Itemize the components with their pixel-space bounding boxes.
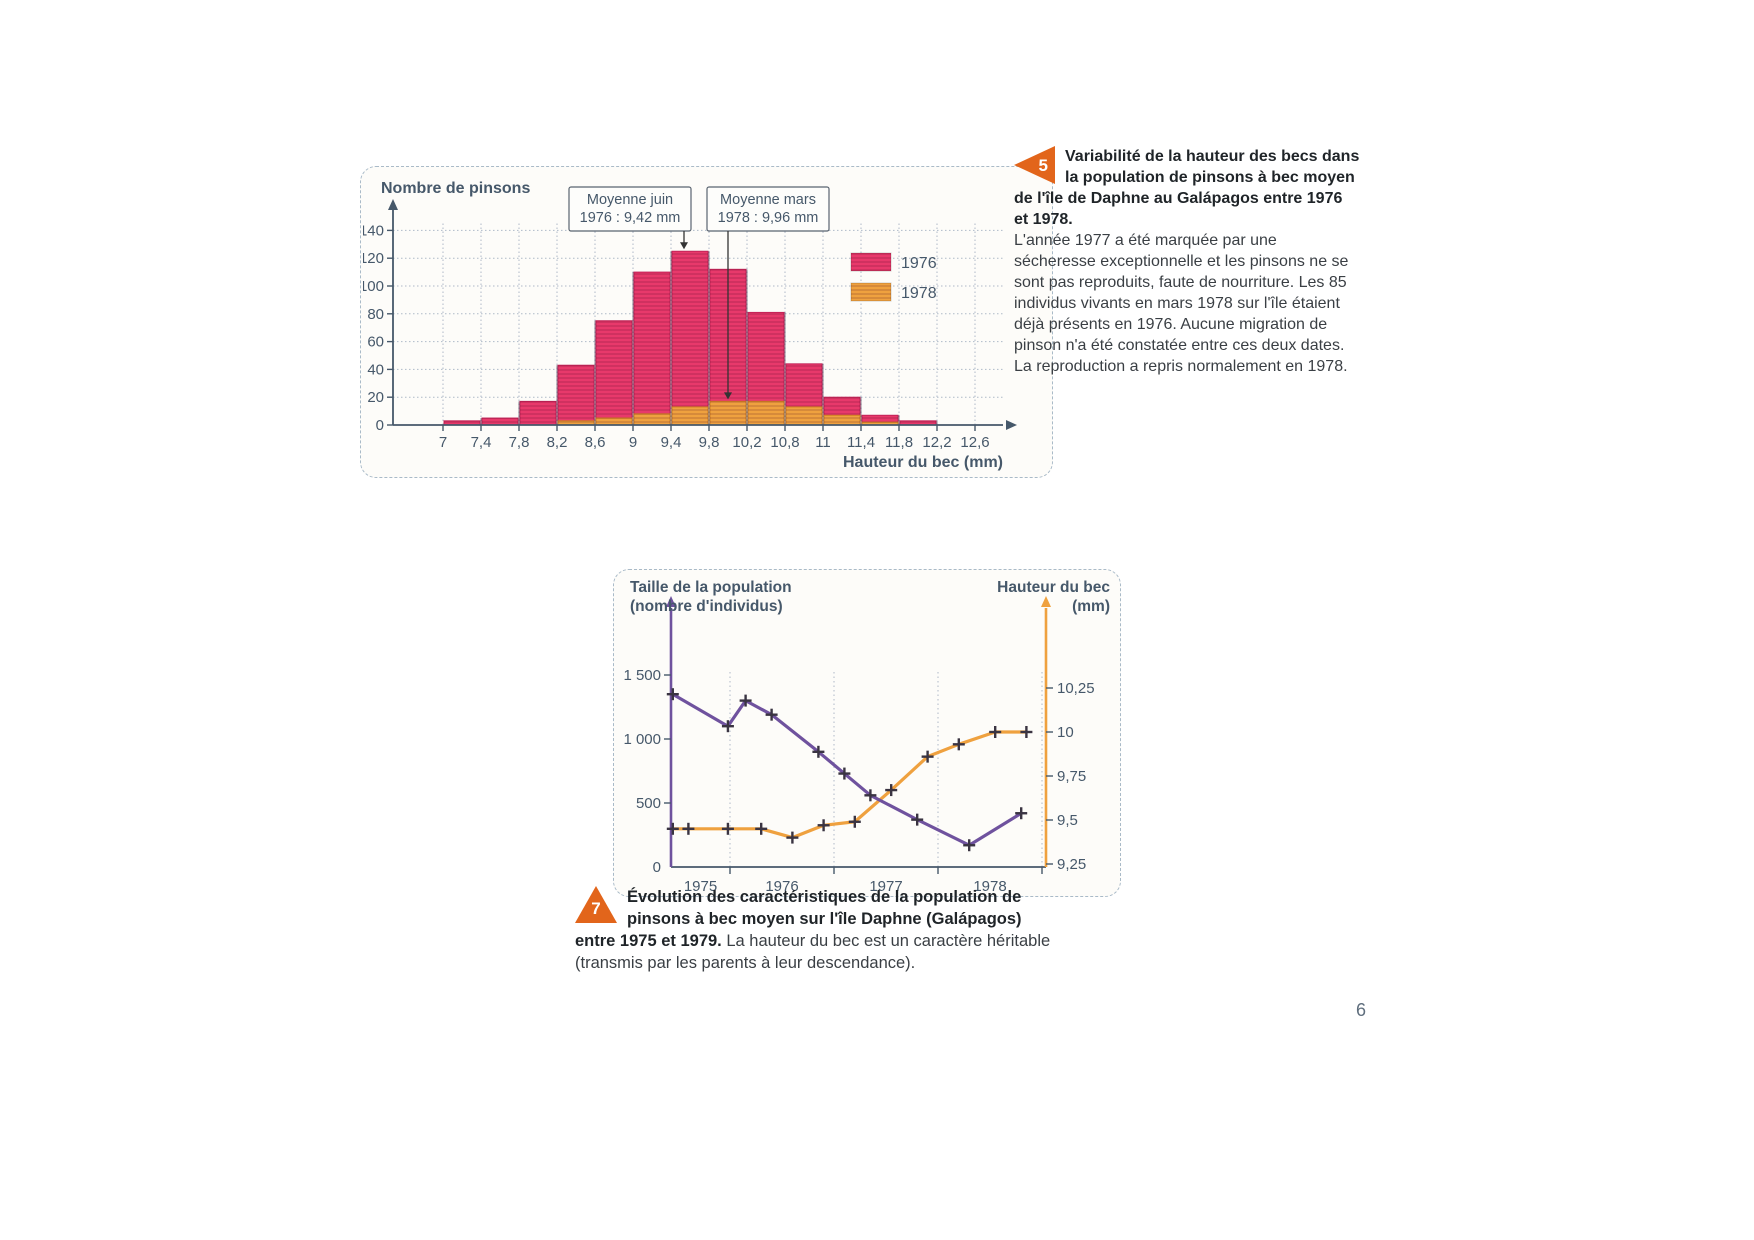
svg-text:(mm): (mm): [1072, 598, 1110, 615]
svg-text:11,8: 11,8: [885, 434, 913, 451]
svg-text:Moyenne juin: Moyenne juin: [587, 192, 673, 208]
svg-text:1978: 1978: [973, 878, 1006, 894]
page-number: 6: [1356, 1000, 1367, 1020]
svg-text:0: 0: [653, 859, 661, 876]
svg-text:9,5: 9,5: [1057, 812, 1078, 829]
figure-7-number: 7: [591, 899, 601, 918]
figure-7-caption: 7 Évolution des caractéristiques de la p…: [575, 886, 1057, 974]
svg-text:9,4: 9,4: [661, 434, 682, 451]
figure-5-title: Variabilité de la hauteur des becs dans …: [1014, 148, 1360, 228]
figure-7-marker-icon: 7: [575, 886, 617, 923]
svg-text:500: 500: [636, 795, 661, 812]
svg-text:9,8: 9,8: [699, 434, 720, 451]
figure-7-body: La hauteur du bec est un caractère hérit…: [575, 932, 1051, 972]
svg-text:1978 : 9,96 mm: 1978 : 9,96 mm: [718, 210, 819, 226]
svg-text:140: 140: [363, 222, 384, 239]
svg-text:12,2: 12,2: [922, 434, 951, 451]
svg-text:100: 100: [363, 278, 384, 295]
svg-text:80: 80: [367, 306, 384, 323]
svg-text:11,4: 11,4: [847, 434, 875, 451]
svg-text:1 500: 1 500: [623, 667, 661, 684]
beak-histogram-svg: 0 20 40 60 80 100 120 140 7 7,4 7,8 8,2 8,6 9 9,4 9,8 10…: [363, 180, 1017, 471]
svg-text:1975: 1975: [684, 878, 717, 894]
svg-text:7,8: 7,8: [509, 434, 530, 451]
svg-text:7,4: 7,4: [471, 434, 492, 451]
svg-text:1 000: 1 000: [623, 731, 661, 748]
svg-text:1978: 1978: [901, 285, 937, 302]
svg-text:9,25: 9,25: [1057, 856, 1086, 873]
figure-5-number: 5: [1038, 155, 1048, 175]
svg-text:8,2: 8,2: [547, 434, 568, 451]
svg-text:9: 9: [629, 434, 637, 451]
figure-7-title: Évolution des caractéristiques de la pop…: [575, 888, 1022, 950]
svg-text:0: 0: [376, 417, 384, 434]
population-line-chart-svg: 1975 1976 1977 1978 0 500 1 000 1 500 9,25 9,5 9,7…: [623, 579, 1110, 894]
svg-text:11: 11: [815, 434, 831, 451]
svg-text:Moyenne mars: Moyenne mars: [720, 192, 816, 208]
svg-text:10,25: 10,25: [1057, 680, 1095, 697]
population-line-chart-panel: 1975 1976 1977 1978 0 500 1 000 1 500 9,25 9,5 9,7…: [613, 569, 1121, 897]
svg-text:(nombre d'individus): (nombre d'individus): [630, 598, 783, 615]
svg-text:1976 : 9,42 mm: 1976 : 9,42 mm: [580, 210, 681, 226]
svg-text:1976: 1976: [765, 878, 798, 894]
svg-text:1976: 1976: [901, 255, 937, 272]
svg-text:20: 20: [367, 389, 384, 406]
svg-text:Nombre de pinsons: Nombre de pinsons: [381, 180, 530, 197]
beak-histogram-panel: 0 20 40 60 80 100 120 140 7 7,4 7,8 8,2 8,6 9 9,4 9,8 10…: [360, 166, 1053, 478]
svg-text:10: 10: [1057, 724, 1074, 741]
svg-text:8,6: 8,6: [585, 434, 606, 451]
figure-5-body: L'année 1977 a été marquée par une séche…: [1014, 232, 1349, 375]
svg-text:7: 7: [439, 434, 447, 451]
svg-text:Hauteur du bec: Hauteur du bec: [997, 579, 1110, 596]
svg-text:10,2: 10,2: [732, 434, 761, 451]
svg-text:Taille de la population: Taille de la population: [630, 579, 792, 596]
svg-text:120: 120: [363, 250, 384, 267]
svg-text:60: 60: [367, 334, 384, 351]
svg-text:1977: 1977: [869, 878, 902, 894]
svg-text:9,75: 9,75: [1057, 768, 1086, 785]
svg-text:12,6: 12,6: [960, 434, 989, 451]
svg-text:Hauteur du bec (mm): Hauteur du bec (mm): [843, 454, 1003, 471]
svg-text:10,8: 10,8: [770, 434, 799, 451]
svg-text:40: 40: [367, 361, 384, 378]
figure-5-caption: 5 Variabilité de la hauteur des becs dan…: [1014, 146, 1360, 377]
